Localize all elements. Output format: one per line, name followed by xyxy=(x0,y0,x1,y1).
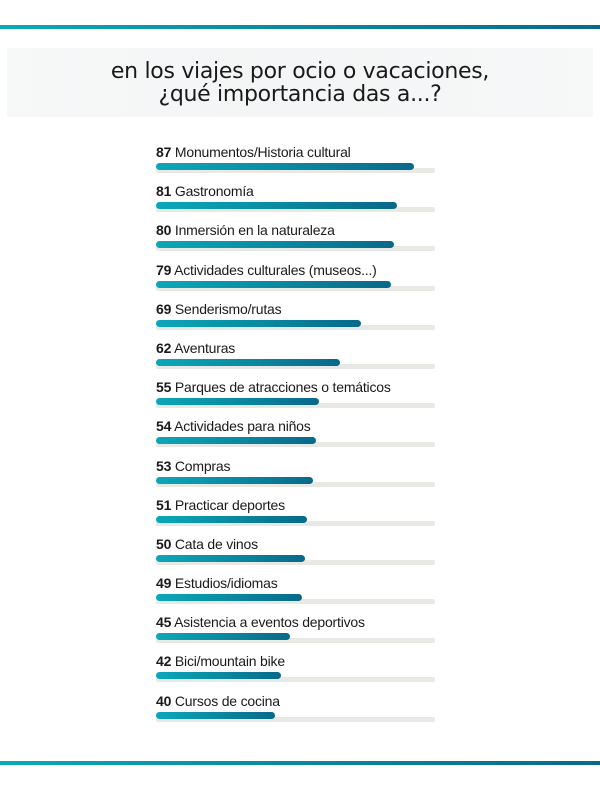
title-banner: en los viajes por ocio o vacaciones, ¿qu… xyxy=(7,48,593,117)
bar-row: 81 Gastronomía xyxy=(156,183,436,222)
bar-value: 69 xyxy=(156,300,172,317)
bar-track xyxy=(156,403,435,409)
bar-fill xyxy=(156,633,290,641)
bar-category: Monumentos/Historia cultural xyxy=(174,144,351,160)
bar-fill xyxy=(156,319,361,327)
bar-track xyxy=(156,168,435,173)
bar-value: 40 xyxy=(156,692,172,709)
title-line-2: ¿qué importancia das a...? xyxy=(158,82,442,107)
bar-value: 81 xyxy=(156,183,172,200)
bar-fill xyxy=(156,476,313,484)
bar-row: 49 Estudios/idiomas xyxy=(156,575,436,614)
bar-category: Senderismo/rutas xyxy=(174,300,282,317)
bar-track xyxy=(156,599,435,605)
bar-value: 54 xyxy=(156,418,172,435)
bar-label: 54 Actividades para niños xyxy=(156,418,311,434)
bar-fill xyxy=(156,241,394,249)
bar-fill xyxy=(156,163,414,170)
bar-label: 45 Asistencia a eventos deportivos xyxy=(156,614,365,630)
bar-track xyxy=(156,246,435,252)
bar-row: 80 Inmersión en la naturaleza xyxy=(156,222,436,261)
bar-label: 42 Bici/mountain bike xyxy=(156,653,285,669)
bar-row: 51 Practicar deportes xyxy=(156,497,436,536)
bar-fill xyxy=(156,594,302,602)
bar-fill xyxy=(156,515,307,523)
bar-track xyxy=(156,716,435,722)
bar-row: 69 Senderismo/rutas xyxy=(156,301,436,340)
bar-value: 79 xyxy=(156,261,172,278)
bar-track xyxy=(156,481,435,487)
bar-category: Compras xyxy=(174,457,231,474)
bar-label: 87 Monumentos/Historia cultural xyxy=(156,144,351,160)
bar-category: Aventuras xyxy=(174,339,236,356)
bar-value: 51 xyxy=(156,496,172,513)
bar-label: 55 Parques de atracciones o temáticos xyxy=(156,379,391,395)
bar-value: 80 xyxy=(156,222,172,239)
bar-value: 45 xyxy=(156,614,172,631)
title-line-1: en los viajes por ocio o vacaciones, xyxy=(110,59,490,84)
bar-row: 62 Aventuras xyxy=(156,340,436,379)
top-divider xyxy=(0,25,600,29)
bar-row: 55 Parques de atracciones o temáticos xyxy=(156,379,436,418)
bar-value: 55 xyxy=(156,379,172,396)
bar-row: 54 Actividades para niños xyxy=(156,418,436,457)
bar-category: Parques de atracciones o temáticos xyxy=(174,379,391,396)
bar-label: 51 Practicar deportes xyxy=(156,497,285,513)
bottom-divider xyxy=(0,761,600,765)
bar-fill xyxy=(156,280,391,288)
bar-category: Asistencia a eventos deportivos xyxy=(174,614,365,631)
bar-value: 49 xyxy=(156,575,172,592)
bar-label: 81 Gastronomía xyxy=(156,183,254,199)
bar-label: 40 Cursos de cocina xyxy=(156,693,280,709)
bar-track xyxy=(156,520,435,526)
bar-category: Inmersión en la naturaleza xyxy=(174,222,335,239)
bar-label: 53 Compras xyxy=(156,458,230,474)
bar-track xyxy=(156,442,435,448)
bar-row: 79 Actividades culturales (museos...) xyxy=(156,262,436,301)
bar-category: Actividades culturales (museos...) xyxy=(174,261,377,278)
bar-fill xyxy=(156,398,319,406)
bar-track xyxy=(156,207,435,213)
bar-category: Gastronomía xyxy=(174,183,254,200)
bar-value: 53 xyxy=(156,457,172,474)
bar-category: Actividades para niños xyxy=(174,418,311,435)
bar-row: 40 Cursos de cocina xyxy=(156,693,436,732)
bar-fill xyxy=(156,358,340,366)
bar-value: 42 xyxy=(156,653,172,670)
bar-track xyxy=(156,559,435,565)
bar-fill xyxy=(156,672,281,680)
bar-label: 80 Inmersión en la naturaleza xyxy=(156,222,335,238)
bar-chart: 87 Monumentos/Historia cultural 81 Gastr… xyxy=(156,144,436,732)
bar-row: 42 Bici/mountain bike xyxy=(156,653,436,692)
bar-track xyxy=(156,285,435,291)
bar-value: 62 xyxy=(156,339,172,356)
bar-value: 87 xyxy=(156,144,172,160)
bar-track xyxy=(156,638,435,644)
bar-track xyxy=(156,363,435,369)
bar-category: Cata de vinos xyxy=(174,535,258,552)
bar-row: 50 Cata de vinos xyxy=(156,536,436,575)
bar-label: 49 Estudios/idiomas xyxy=(156,575,278,591)
bar-fill xyxy=(156,554,305,562)
bar-category: Estudios/idiomas xyxy=(174,575,278,592)
bar-label: 50 Cata de vinos xyxy=(156,536,258,552)
bar-row: 53 Compras xyxy=(156,458,436,497)
bar-fill xyxy=(156,711,275,719)
bar-fill xyxy=(156,437,316,445)
bar-label: 79 Actividades culturales (museos...) xyxy=(156,262,377,278)
bar-row: 45 Asistencia a eventos deportivos xyxy=(156,614,436,653)
bar-label: 69 Senderismo/rutas xyxy=(156,300,282,317)
bar-track xyxy=(156,324,435,330)
bar-category: Cursos de cocina xyxy=(174,692,280,709)
bar-category: Bici/mountain bike xyxy=(174,653,285,670)
bar-track xyxy=(156,677,435,683)
bar-row: 87 Monumentos/Historia cultural xyxy=(156,144,436,183)
bar-value: 50 xyxy=(156,535,172,552)
bar-label: 62 Aventuras xyxy=(156,340,235,356)
chart-title: en los viajes por ocio o vacaciones, ¿qu… xyxy=(7,60,593,106)
bar-fill xyxy=(156,202,397,210)
bar-category: Practicar deportes xyxy=(174,496,285,513)
